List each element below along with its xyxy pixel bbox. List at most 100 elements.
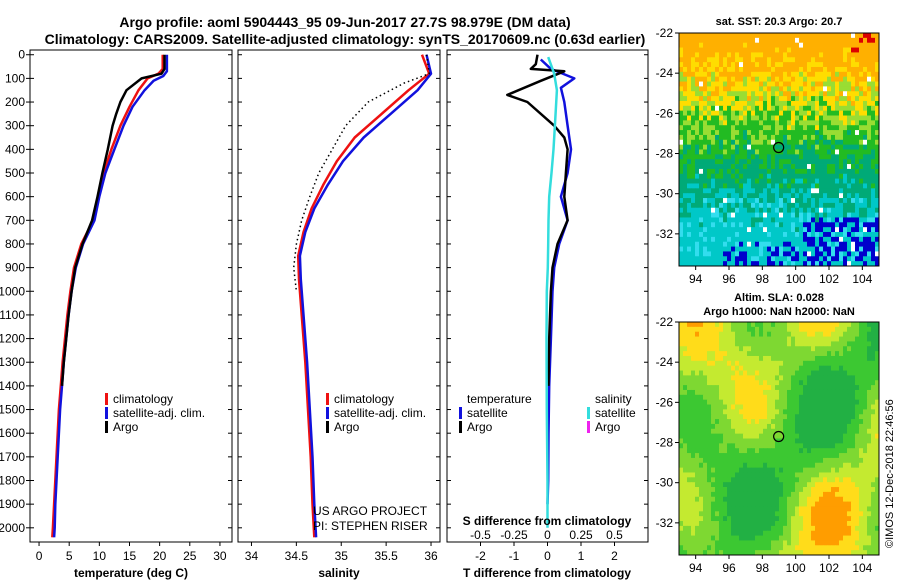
map-cell	[707, 33, 712, 39]
map-cell	[855, 491, 860, 498]
map-cell	[871, 409, 876, 415]
map-cell	[683, 394, 688, 401]
depth-tick-label: 600	[5, 190, 25, 204]
map-cell	[835, 115, 840, 121]
map-cell	[771, 370, 776, 376]
map-cell	[755, 91, 760, 97]
map-cell	[823, 81, 828, 87]
map-cell	[819, 96, 824, 102]
map-cell	[719, 419, 724, 425]
map-cell	[847, 351, 852, 357]
map-cell	[783, 183, 788, 189]
map-cell	[735, 154, 740, 160]
map-cell	[827, 457, 832, 464]
map-cell	[791, 66, 796, 73]
map-cell	[751, 516, 756, 522]
map-cell	[847, 251, 852, 257]
map-cell	[815, 66, 820, 73]
map-cell	[695, 154, 700, 160]
map-cell	[743, 42, 748, 48]
map-cell	[747, 115, 752, 121]
map-cell	[831, 222, 836, 228]
map-cell	[695, 96, 700, 102]
map-cell	[831, 535, 836, 541]
map-cell	[791, 443, 796, 449]
map-cell	[743, 467, 748, 473]
map-cell	[767, 443, 772, 449]
map-cell	[799, 467, 804, 473]
map-cell	[823, 453, 828, 459]
map-cell	[711, 472, 716, 478]
map-cell	[851, 516, 856, 522]
map-cell	[735, 443, 740, 449]
map-cell	[787, 419, 792, 425]
map-cell	[687, 246, 692, 252]
map-cell	[763, 33, 768, 39]
map-cell	[807, 37, 812, 44]
map-cell	[859, 76, 864, 82]
map-cell	[835, 438, 840, 444]
map-cell	[807, 217, 812, 223]
map-cell	[719, 453, 724, 459]
map-cell	[711, 453, 716, 459]
map-cell	[779, 375, 784, 381]
map-cell	[839, 256, 844, 262]
map-cell	[787, 42, 792, 48]
map-cell	[859, 144, 864, 150]
map-cell	[859, 62, 864, 68]
map-cell	[731, 453, 736, 459]
map-cell	[827, 462, 832, 469]
map-cell	[851, 389, 856, 396]
map-cell	[775, 501, 780, 507]
map-cell	[711, 212, 716, 218]
map-cell	[743, 130, 748, 136]
map-cell	[855, 246, 860, 252]
map-cell	[863, 86, 868, 92]
map-cell	[791, 173, 796, 180]
map-cell	[871, 496, 876, 502]
map-cell	[767, 385, 772, 391]
map-cell	[771, 365, 776, 371]
map-cell	[771, 71, 776, 78]
map-cell	[755, 467, 760, 473]
map-cell	[875, 241, 880, 247]
map-cell	[827, 375, 832, 381]
map-cell	[751, 365, 756, 371]
map-cell	[683, 404, 688, 410]
map-cell	[723, 154, 728, 160]
map-cell	[831, 183, 836, 189]
map-cell	[759, 326, 764, 333]
map-cell	[851, 370, 856, 376]
depth-tick-label: 1600	[0, 426, 25, 440]
map-cell	[755, 37, 760, 44]
map-cell	[707, 105, 712, 112]
legend-label-satellite: satellite-adj. clim.	[113, 406, 205, 420]
map-cell	[811, 462, 816, 469]
map-cell	[739, 241, 744, 247]
map-cell	[775, 453, 780, 459]
map-cell	[719, 42, 724, 48]
map-cell	[711, 394, 716, 401]
map-cell	[679, 409, 684, 415]
map-cell	[867, 261, 872, 267]
map-cell	[759, 535, 764, 541]
map-cell	[715, 516, 720, 522]
map-cell	[727, 159, 732, 165]
map-cell	[867, 501, 872, 507]
map-cell	[823, 139, 828, 146]
map-cell	[843, 438, 848, 444]
map-cell	[691, 341, 696, 347]
map-cell	[811, 110, 816, 116]
map-cell	[863, 331, 868, 337]
map-cell	[691, 96, 696, 102]
map-cell	[715, 438, 720, 444]
map-cell	[731, 164, 736, 170]
map-cell	[791, 360, 796, 367]
map-cell	[715, 448, 720, 454]
map-cell	[815, 457, 820, 464]
map-cell	[683, 433, 688, 439]
map-cell	[819, 222, 824, 228]
map-cell	[759, 419, 764, 425]
map-cell	[875, 202, 880, 209]
map-cell	[855, 355, 860, 362]
